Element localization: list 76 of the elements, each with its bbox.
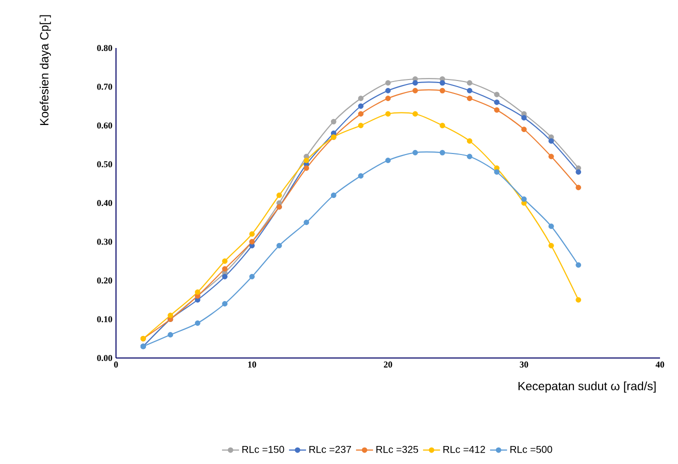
x-tick-label: 10 [248,362,256,368]
legend-label: RLc =500 [510,446,552,453]
point [521,115,527,120]
point [548,138,554,144]
point [576,262,582,268]
point [249,274,255,280]
point [358,122,364,128]
point [276,192,282,198]
point [494,169,500,175]
legend-label: RLc =412 [443,446,486,453]
point [548,224,554,229]
point [385,96,391,102]
point [440,88,446,94]
legend-label: RLc =150 [242,446,284,453]
point [466,154,472,160]
point [576,184,582,190]
point [494,92,500,98]
y-tick-label: 0.50 [97,161,112,168]
point [548,154,554,160]
point [494,107,500,113]
point [249,231,255,237]
point [385,111,391,117]
point [466,138,472,144]
point [521,126,527,132]
point [385,88,391,94]
point [385,158,391,164]
point [358,111,364,117]
point [276,242,282,248]
point [412,88,418,94]
legend-label: RLc =237 [309,446,351,453]
point [358,96,364,102]
y-tick-label: 0.80 [97,44,112,52]
y-tick-label: 0.10 [97,316,112,322]
point [466,88,472,94]
point [440,122,446,128]
point [412,80,418,86]
point [304,158,310,164]
point [222,266,228,272]
y-tick-label: 0.60 [97,122,112,129]
y-tick-label: 0.70 [97,84,112,90]
point [521,196,527,202]
y-tick-label: 0.20 [97,277,112,284]
point [494,100,500,105]
x-tick-label: 0 [114,362,118,368]
x-tick-label: 30 [520,362,528,368]
y-tick-label: 0.30 [97,238,112,245]
y-axis-title: Koefesien daya Cp[-] [40,15,51,125]
point [358,173,364,179]
point [412,150,418,156]
x-tick-label: 40 [656,362,664,368]
point [304,220,310,226]
point [576,297,582,303]
point [576,169,582,175]
point [466,96,472,102]
point [385,80,391,86]
x-axis-title: Kecepatan sudut ω [rad/s] [518,382,656,393]
point [222,274,228,280]
point [168,312,174,318]
point [168,332,174,338]
y-tick-label: 0.40 [97,200,112,206]
point [222,258,228,264]
point [304,165,310,171]
point [412,111,418,117]
legend-label: RLc =325 [376,446,418,453]
point [440,80,446,86]
x-tick-label: 20 [384,362,392,368]
y-tick-label: 0.00 [97,354,112,362]
point [358,103,364,109]
point [194,320,200,326]
point [548,242,554,248]
point [222,301,228,306]
point [194,289,200,295]
point [466,80,472,86]
point [330,118,336,124]
point [440,150,446,156]
point [330,192,336,198]
